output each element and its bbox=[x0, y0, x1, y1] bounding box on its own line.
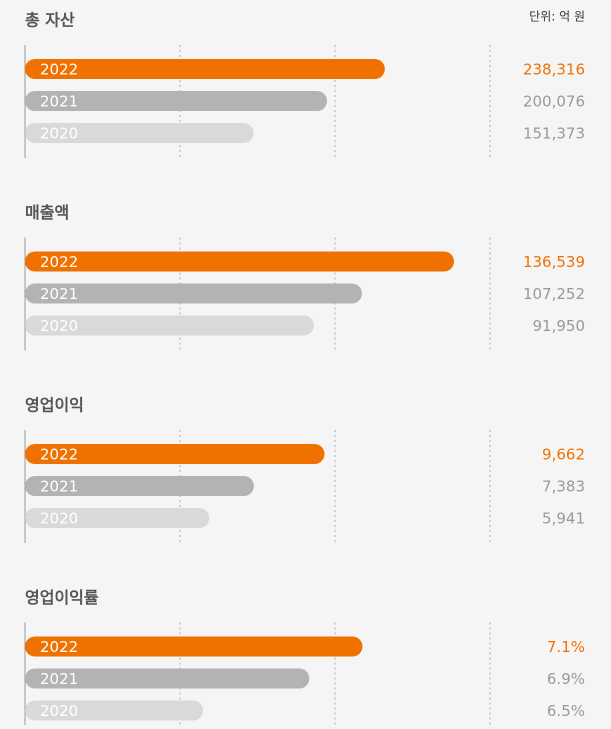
bar bbox=[25, 91, 328, 111]
bar-category-label: 2020 bbox=[40, 702, 78, 720]
bar bbox=[25, 636, 363, 657]
value-label: 238,316 bbox=[523, 61, 585, 79]
unit-label: 단위: 억 원 bbox=[529, 10, 585, 24]
value-label: 7.1% bbox=[547, 638, 585, 656]
value-label: 9,662 bbox=[542, 446, 585, 464]
bar bbox=[25, 283, 362, 304]
bar-category-label: 2022 bbox=[40, 446, 78, 464]
chart-title: 영업이익률 bbox=[25, 588, 99, 607]
bar-category-label: 2020 bbox=[40, 125, 78, 143]
bar-category-label: 2022 bbox=[40, 61, 78, 79]
bar-category-label: 2021 bbox=[40, 478, 78, 496]
value-label: 5,941 bbox=[542, 510, 585, 528]
bar bbox=[25, 476, 254, 496]
bar-category-label: 2021 bbox=[40, 670, 78, 688]
bar bbox=[25, 444, 325, 464]
value-label: 91,950 bbox=[533, 317, 586, 335]
bar bbox=[25, 123, 254, 143]
value-label: 7,383 bbox=[542, 478, 585, 496]
value-label: 200,076 bbox=[523, 93, 585, 111]
bar bbox=[25, 251, 454, 272]
bar-category-label: 2021 bbox=[40, 285, 78, 303]
chart-title: 영업이익 bbox=[25, 396, 84, 415]
bar-category-label: 2020 bbox=[40, 317, 78, 335]
bar-category-label: 2020 bbox=[40, 510, 78, 528]
bar bbox=[25, 59, 385, 79]
chart-title: 총 자산 bbox=[25, 11, 75, 30]
value-label: 107,252 bbox=[523, 285, 585, 303]
bar bbox=[25, 668, 310, 689]
value-label: 136,539 bbox=[523, 253, 585, 271]
bar-category-label: 2022 bbox=[40, 253, 78, 271]
bar-category-label: 2022 bbox=[40, 638, 78, 656]
chart-title: 매출액 bbox=[25, 203, 69, 222]
value-label: 151,373 bbox=[523, 125, 585, 143]
value-label: 6.5% bbox=[547, 702, 585, 720]
bar bbox=[25, 315, 314, 336]
bar bbox=[25, 700, 204, 721]
bar bbox=[25, 508, 210, 528]
value-label: 6.9% bbox=[547, 670, 585, 688]
bar-category-label: 2021 bbox=[40, 93, 78, 111]
